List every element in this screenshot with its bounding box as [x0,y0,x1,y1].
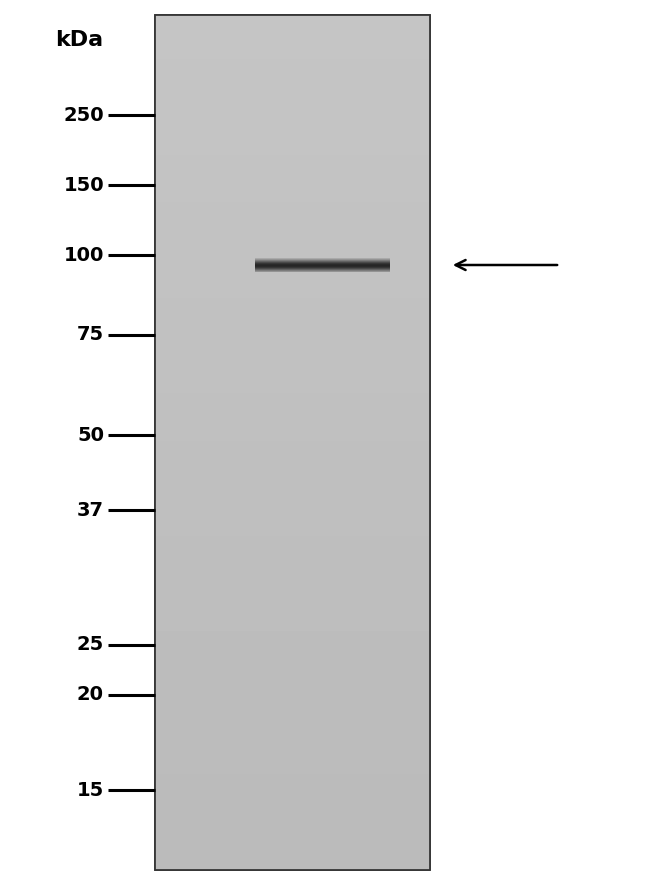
Text: 75: 75 [77,325,104,345]
Text: 250: 250 [64,105,104,125]
Text: 15: 15 [77,781,104,799]
Text: 37: 37 [77,501,104,519]
Bar [255,258,390,272]
Text: 100: 100 [64,245,104,265]
Text: 25: 25 [77,635,104,655]
Bar [155,15,430,870]
Text: kDa: kDa [55,30,103,50]
Text: 150: 150 [64,175,104,195]
Bar [155,15,430,870]
Text: 50: 50 [77,425,104,445]
Text: 20: 20 [77,686,104,704]
